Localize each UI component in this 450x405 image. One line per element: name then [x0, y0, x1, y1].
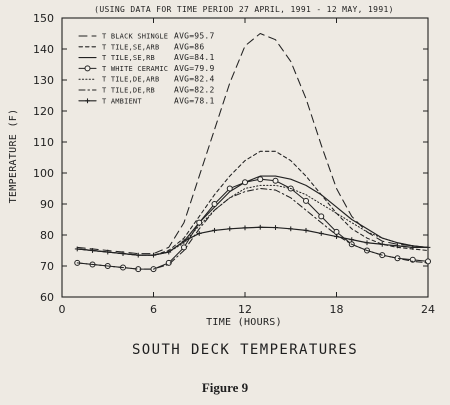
tick-layer: 60 70 80 90 100 110 120 130 140 150 0 6 12 18 24: [33, 12, 435, 316]
series-point-6-5: [151, 252, 156, 258]
series-point-6-19: [364, 240, 370, 246]
legend-label-4: T TILE,DE,ARB: [102, 76, 159, 84]
series-point-6-1: [90, 248, 95, 253]
series-line-0: [76, 32, 429, 255]
legend-row-5: T TILE,DE,RB AVG=82.2: [78, 86, 215, 95]
legend-marker-3: [84, 65, 91, 72]
y-tick-label: 70: [40, 260, 54, 273]
series-point-6-13: [273, 225, 278, 230]
series-line-3: [76, 178, 429, 270]
y-tick-label: 150: [33, 12, 54, 25]
legend-label-3: T WHITE CERAMIC: [102, 65, 168, 73]
series-point-6-11: [242, 225, 248, 231]
series-point-3-15: [303, 197, 309, 204]
series-point-3-11: [242, 179, 248, 186]
series-point-6-23: [425, 245, 431, 250]
series-point-6-6: [166, 249, 172, 255]
series-1: [76, 150, 429, 256]
y-tick-label: 100: [33, 167, 54, 180]
legend-row-4: T TILE,DE,ARB AVG=82.4: [78, 75, 215, 84]
series-point-3-16: [318, 213, 325, 220]
x-tick-label: 6: [150, 303, 157, 316]
legend-value-6: AVG=78.1: [174, 96, 215, 105]
x-tick-label: 18: [330, 303, 344, 316]
legend-label-0: T BLACK SHINGLE: [102, 33, 168, 41]
series-point-3-13: [272, 177, 279, 184]
chart-title: SOUTH DECK TEMPERATURES: [132, 342, 358, 358]
series-point-6-20: [379, 241, 385, 247]
legend-label-6: T AMBIENT: [102, 97, 142, 105]
series-point-6-8: [196, 231, 202, 236]
legend-row-6: T AMBIENT AVG=78.1: [78, 96, 215, 105]
series-point-3-8: [196, 219, 203, 226]
series-point-6-22: [410, 245, 416, 250]
series-point-6-7: [181, 238, 187, 244]
legend-value-3: AVG=79.9: [174, 64, 215, 73]
legend-value-1: AVG=86: [174, 42, 204, 51]
x-tick-label: 0: [59, 303, 66, 316]
series-point-6-16: [318, 231, 324, 236]
legend-label-2: T TILE,SE,RB: [102, 54, 155, 62]
y-tick-label: 110: [33, 136, 54, 149]
legend-row-0: T BLACK SHINGLE AVG=95.7: [78, 32, 215, 41]
series-6: [74, 224, 431, 258]
legend-row-2: T TILE,SE,RB AVG=84.1: [78, 53, 215, 62]
series-point-3-12: [257, 176, 264, 183]
legend-label-1: T TILE,SE,ARB: [102, 43, 159, 51]
series-point-6-14: [288, 226, 294, 232]
legend-row-1: T TILE,SE,ARB AVG=86: [78, 42, 204, 51]
series-0: [76, 32, 429, 255]
figure-caption: Figure 9: [202, 380, 249, 395]
legend-row-3: T WHITE CERAMIC AVG=79.9: [78, 64, 215, 73]
series-5: [76, 187, 429, 270]
y-axis-title: TEMPERATURE (F): [8, 109, 19, 204]
legend-value-5: AVG=82.2: [174, 86, 215, 95]
legend-label-5: T TILE,DE,RB: [102, 87, 155, 95]
y-tick-label: 90: [40, 198, 54, 211]
series-point-3-6: [165, 259, 172, 266]
series-point-6-4: [135, 252, 141, 258]
series-point-6-10: [227, 226, 233, 232]
series-point-3-17: [333, 228, 340, 235]
series-line-5: [76, 187, 429, 270]
series-point-6-15: [303, 227, 309, 233]
legend-value-4: AVG=82.4: [174, 75, 215, 84]
series-3: [74, 176, 431, 273]
chart-subtitle: (USING DATA FOR TIME PERIOD 27 APRIL, 19…: [94, 5, 394, 14]
legend-value-2: AVG=84.1: [174, 53, 215, 62]
legend-marker-6: [85, 98, 90, 104]
y-tick-label: 80: [40, 229, 54, 242]
x-tick-label: 12: [238, 303, 252, 316]
legend-layer: T BLACK SHINGLE AVG=95.7 T TILE,SE,ARB AVG=…: [78, 32, 215, 105]
y-tick-label: 120: [33, 105, 54, 118]
y-tick-label: 140: [33, 43, 54, 56]
y-tick-label: 130: [33, 74, 54, 87]
series-4: [76, 184, 429, 256]
series-point-6-18: [349, 237, 355, 243]
series-point-6-9: [212, 227, 217, 233]
x-tick-label: 24: [421, 303, 435, 316]
series-point-3-10: [226, 185, 233, 192]
series-point-6-21: [395, 243, 400, 249]
series-line-1: [76, 150, 429, 256]
x-axis-title: TIME (HOURS): [206, 317, 282, 328]
series-point-6-0: [74, 246, 80, 252]
legend-value-0: AVG=95.7: [174, 32, 215, 41]
y-tick-label: 60: [40, 291, 54, 304]
series-layer: [74, 32, 431, 273]
series-point-6-17: [334, 234, 339, 239]
series-point-6-12: [257, 224, 263, 230]
series-line-6: [76, 226, 429, 256]
series-line-4: [76, 184, 429, 256]
series-point-6-2: [105, 249, 111, 255]
series-point-3-9: [211, 201, 218, 207]
series-point-6-3: [120, 251, 126, 256]
